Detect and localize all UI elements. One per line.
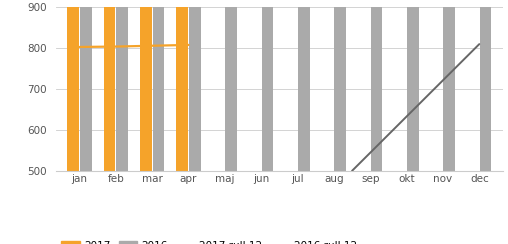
Bar — [371, 0, 383, 171]
Bar — [298, 0, 310, 171]
Bar — [443, 0, 455, 171]
Bar — [104, 0, 115, 171]
Bar — [480, 0, 491, 171]
Bar — [140, 0, 152, 171]
Bar — [226, 0, 237, 171]
Bar — [189, 0, 201, 171]
Bar — [176, 0, 188, 171]
Bar — [68, 0, 79, 171]
Legend: 2017, 2016, 2017 rull 12, 2016 rull 12: 2017, 2016, 2017 rull 12, 2016 rull 12 — [61, 241, 357, 244]
Bar — [407, 0, 419, 171]
Bar — [334, 0, 346, 171]
Bar — [116, 0, 128, 171]
Bar — [80, 0, 91, 171]
Bar — [262, 0, 273, 171]
Bar — [153, 0, 165, 171]
